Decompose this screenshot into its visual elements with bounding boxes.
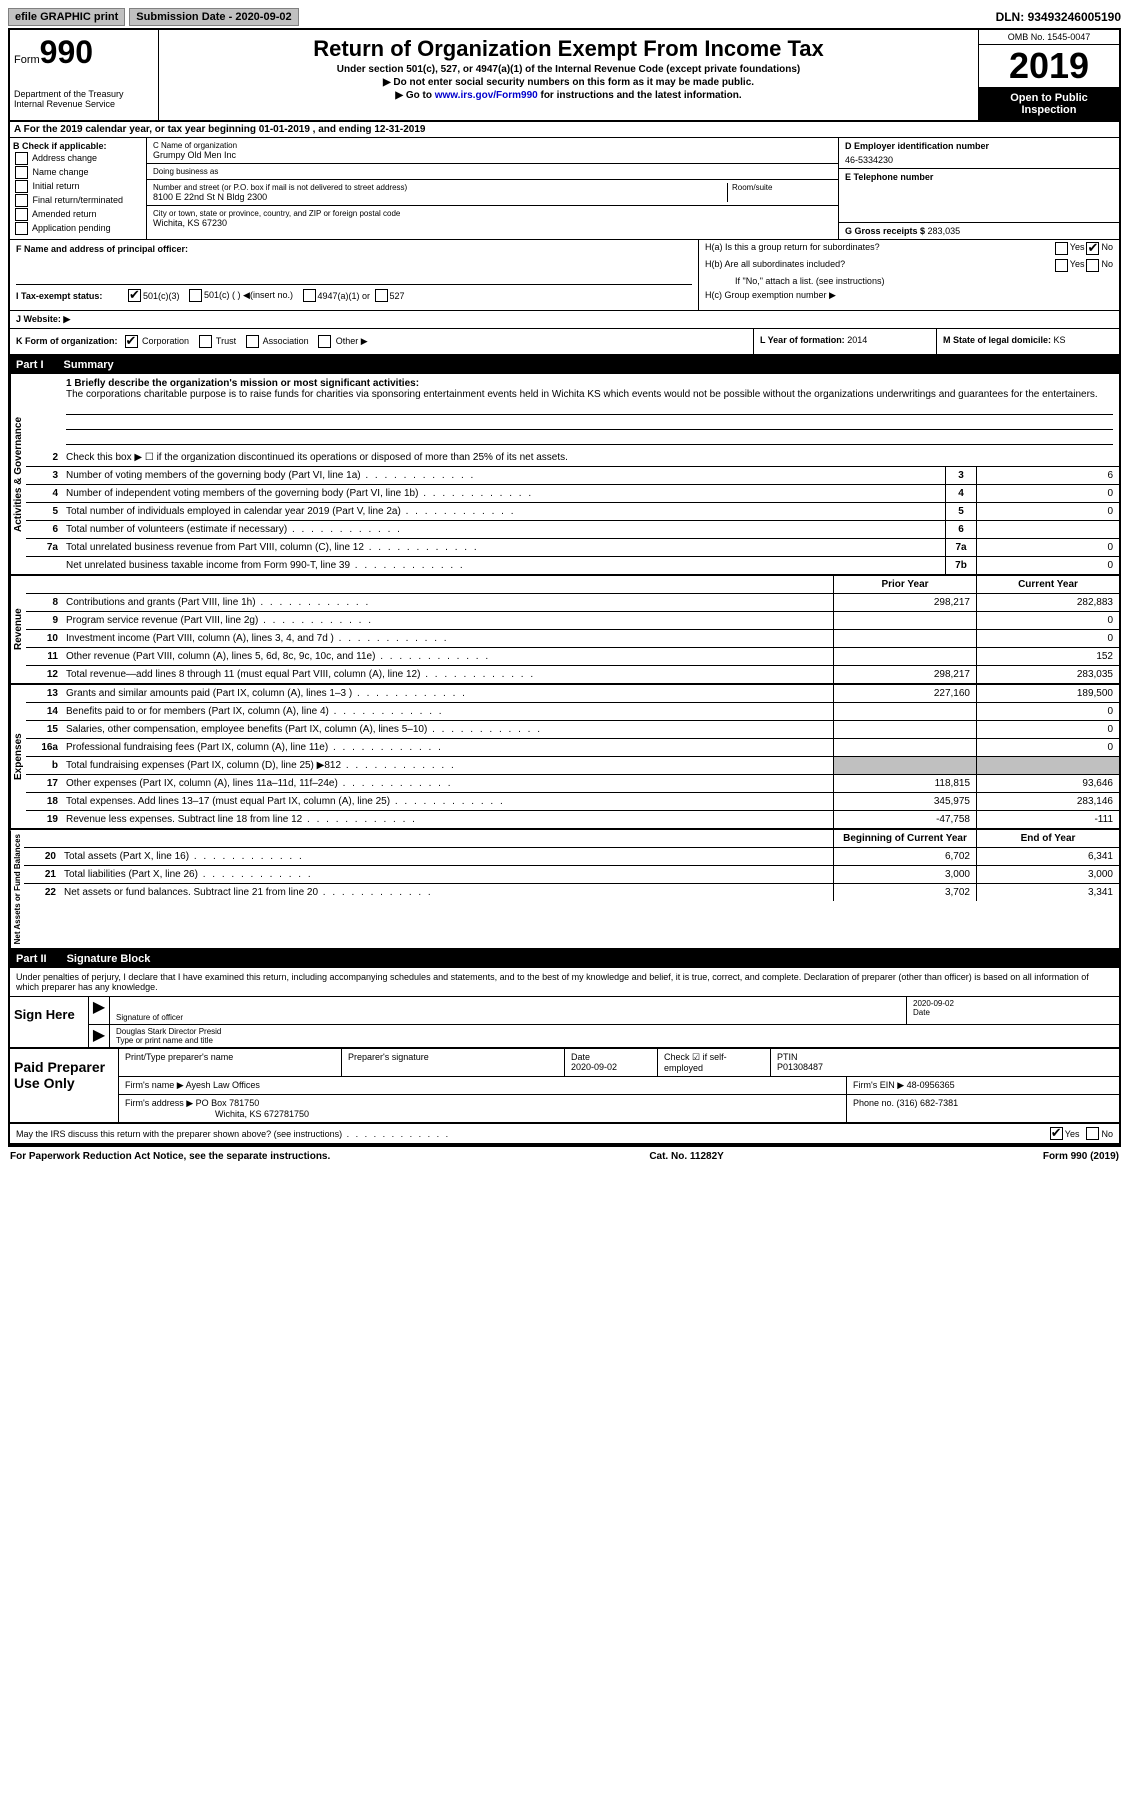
col-b: B Check if applicable: Address change Na… xyxy=(10,138,147,239)
perjury-text: Under penalties of perjury, I declare th… xyxy=(10,968,1119,997)
table-row: 7aTotal unrelated business revenue from … xyxy=(26,539,1119,557)
table-row: 17Other expenses (Part IX, column (A), l… xyxy=(26,775,1119,793)
sec-netassets: Net Assets or Fund Balances Beginning of… xyxy=(10,830,1119,950)
table-row: 19Revenue less expenses. Subtract line 1… xyxy=(26,811,1119,828)
col-h: H(a) Is this a group return for subordin… xyxy=(699,240,1119,310)
table-row: 14Benefits paid to or for members (Part … xyxy=(26,703,1119,721)
header-mid: Return of Organization Exempt From Incom… xyxy=(159,30,978,120)
header-right: OMB No. 1545-0047 2019 Open to Public In… xyxy=(978,30,1119,120)
table-row: 3Number of voting members of the governi… xyxy=(26,467,1119,485)
table-row: 10Investment income (Part VIII, column (… xyxy=(26,630,1119,648)
header-left: Form990 Department of the Treasury Inter… xyxy=(10,30,159,120)
section-k: K Form of organization: Corporation Trus… xyxy=(10,329,1119,356)
efile-btn[interactable]: efile GRAPHIC print xyxy=(8,8,125,26)
table-row: 13Grants and similar amounts paid (Part … xyxy=(26,685,1119,703)
table-row: 15Salaries, other compensation, employee… xyxy=(26,721,1119,739)
table-row: 21Total liabilities (Part X, line 26)3,0… xyxy=(24,866,1119,884)
sign-here: Sign Here ▶ Signature of officer 2020-09… xyxy=(10,997,1119,1049)
section-bcdeg: B Check if applicable: Address change Na… xyxy=(10,138,1119,240)
section-fh: F Name and address of principal officer:… xyxy=(10,240,1119,311)
part2-header: Part IISignature Block xyxy=(10,950,1119,968)
header: Form990 Department of the Treasury Inter… xyxy=(10,30,1119,122)
table-row: Net unrelated business taxable income fr… xyxy=(26,557,1119,574)
form-title: Return of Organization Exempt From Incom… xyxy=(163,36,974,62)
table-row: bTotal fundraising expenses (Part IX, co… xyxy=(26,757,1119,775)
paid-preparer: Paid Preparer Use Only Print/Type prepar… xyxy=(10,1049,1119,1124)
table-row: 11Other revenue (Part VIII, column (A), … xyxy=(26,648,1119,666)
row-a: A For the 2019 calendar year, or tax yea… xyxy=(10,122,1119,138)
table-row: 5Total number of individuals employed in… xyxy=(26,503,1119,521)
table-row: 22Net assets or fund balances. Subtract … xyxy=(24,884,1119,901)
table-row: 9Program service revenue (Part VIII, lin… xyxy=(26,612,1119,630)
instructions-link[interactable]: www.irs.gov/Form990 xyxy=(435,90,538,101)
table-row: 6Total number of volunteers (estimate if… xyxy=(26,521,1119,539)
form-outer: Form990 Department of the Treasury Inter… xyxy=(8,28,1121,1147)
sec-revenue: Revenue Prior YearCurrent Year 8Contribu… xyxy=(10,576,1119,685)
subdate-btn[interactable]: Submission Date - 2020-09-02 xyxy=(129,8,298,26)
col-f: F Name and address of principal officer:… xyxy=(10,240,699,310)
table-row: 18Total expenses. Add lines 13–17 (must … xyxy=(26,793,1119,811)
table-row: 16aProfessional fundraising fees (Part I… xyxy=(26,739,1119,757)
discuss-row: May the IRS discuss this return with the… xyxy=(10,1124,1119,1145)
row-j: J Website: ▶ xyxy=(10,311,1119,329)
dln: DLN: 93493246005190 xyxy=(996,10,1121,24)
part1-header: Part ISummary xyxy=(10,356,1119,374)
footer: For Paperwork Reduction Act Notice, see … xyxy=(8,1147,1121,1166)
top-bar: efile GRAPHIC print Submission Date - 20… xyxy=(8,8,1121,26)
col-c: C Name of organizationGrumpy Old Men Inc… xyxy=(147,138,838,239)
sec-activities: Activities & Governance 1 Briefly descri… xyxy=(10,374,1119,576)
table-row: 4Number of independent voting members of… xyxy=(26,485,1119,503)
col-d: D Employer identification number46-53342… xyxy=(838,138,1119,239)
sec-expenses: Expenses 13Grants and similar amounts pa… xyxy=(10,685,1119,830)
table-row: 12Total revenue—add lines 8 through 11 (… xyxy=(26,666,1119,683)
table-row: 20Total assets (Part X, line 16)6,7026,3… xyxy=(24,848,1119,866)
table-row: 8Contributions and grants (Part VIII, li… xyxy=(26,594,1119,612)
